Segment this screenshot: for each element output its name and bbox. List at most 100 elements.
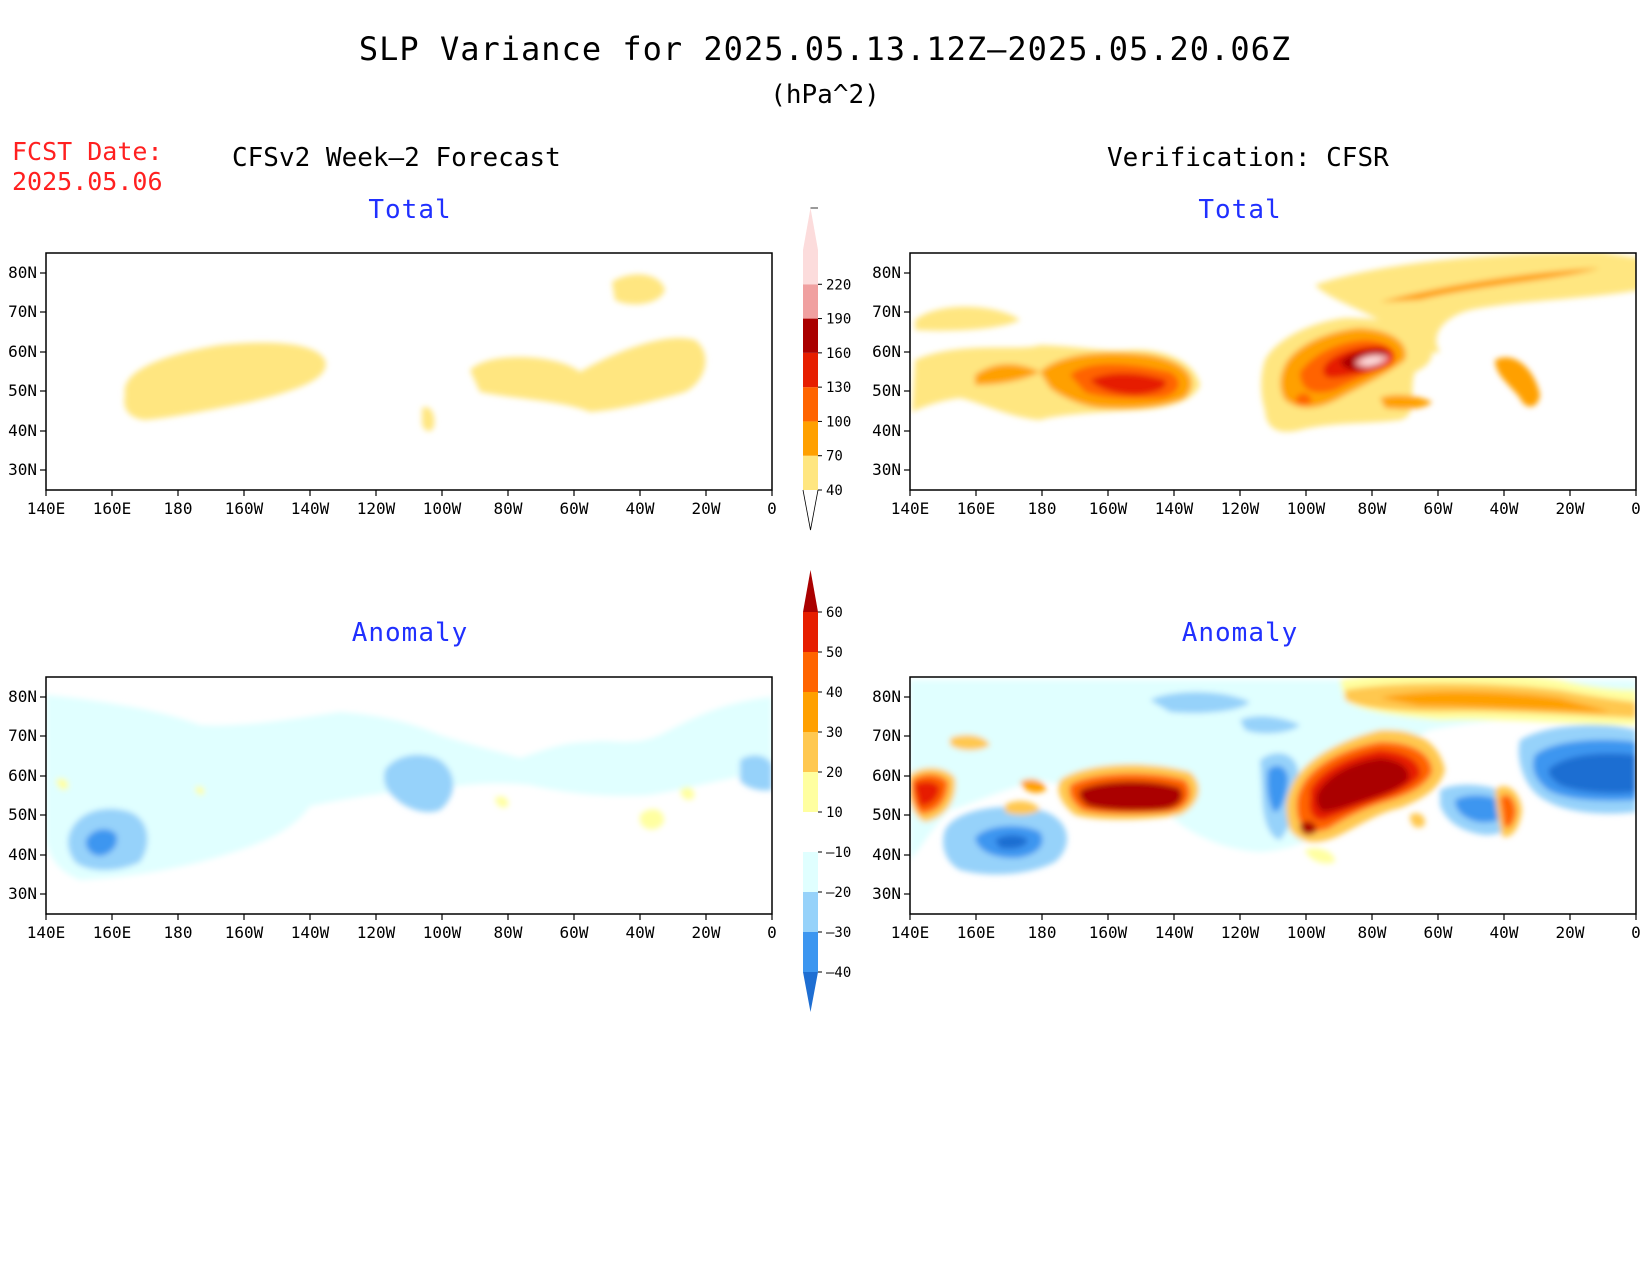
anomaly-colorbar: 60 50 40 30 20 10 –10 –20 –30 –40: [803, 570, 851, 1012]
total-colorbar-label: 100: [826, 414, 851, 430]
verification-anomaly-shading: [910, 677, 1636, 875]
total-colorbar-label: 220: [826, 277, 851, 293]
lon-label: 140W: [291, 923, 330, 942]
lon-label: 60W: [1424, 923, 1453, 942]
lon-label: 120W: [1221, 923, 1260, 942]
lon-label: 160E: [957, 923, 996, 942]
lat-label: 80N: [872, 687, 901, 706]
lon-label: 100W: [423, 499, 462, 518]
lon-label: 0: [767, 923, 777, 942]
lat-label: 80N: [8, 687, 37, 706]
lat-label: 30N: [8, 884, 37, 903]
lat-label: 50N: [872, 805, 901, 824]
anomaly-colorbar-swatch: [803, 732, 818, 772]
lon-label: 80W: [494, 499, 523, 518]
forecast-anomaly-title: Anomaly: [351, 618, 469, 648]
lat-label: 60N: [8, 342, 37, 361]
lon-label: 60W: [1424, 499, 1453, 518]
lon-label: 100W: [423, 923, 462, 942]
lat-label: 30N: [872, 884, 901, 903]
forecast-anomaly-map: [45, 676, 773, 915]
forecast-total-title: Total: [368, 195, 452, 225]
total-colorbar-label: 190: [826, 312, 851, 328]
lon-label: 0: [1631, 923, 1641, 942]
total-colorbar-label: 40: [826, 483, 843, 499]
lon-label: 80W: [1358, 923, 1387, 942]
anomaly-colorbar-label: 60: [826, 605, 843, 621]
forecast-total-shading: [124, 274, 706, 432]
anomaly-colorbar-swatch: [803, 892, 818, 932]
lat-label: 70N: [8, 726, 37, 745]
verification-total-frame: [909, 252, 1637, 491]
anomaly-colorbar-label: 20: [826, 765, 843, 781]
lon-label: 120W: [357, 923, 396, 942]
lon-label: 80W: [494, 923, 523, 942]
lat-label: 70N: [8, 302, 37, 321]
forecast-column-header: CFSv2 Week–2 Forecast: [232, 143, 561, 173]
lat-label: 30N: [8, 460, 37, 479]
lat-label: 40N: [8, 421, 37, 440]
lon-label: 140W: [1155, 499, 1194, 518]
total-colorbar-swatch: [803, 352, 818, 388]
verification-total-title: Total: [1198, 195, 1282, 225]
lon-label: 60W: [560, 499, 589, 518]
lon-label: 120W: [357, 499, 396, 518]
lat-label: 50N: [872, 381, 901, 400]
lat-label: 60N: [8, 766, 37, 785]
anomaly-colorbar-label: –10: [826, 845, 851, 861]
lon-label: 40W: [1490, 499, 1519, 518]
lon-label: 140W: [291, 499, 330, 518]
lon-label: 100W: [1287, 499, 1326, 518]
lat-label: 60N: [872, 342, 901, 361]
anomaly-colorbar-label: –20: [826, 885, 851, 901]
total-colorbar-bottom-cap: [802, 489, 819, 531]
anomaly-colorbar-swatch: [803, 652, 818, 692]
total-colorbar-swatch: [803, 250, 818, 285]
lat-label: 60N: [872, 766, 901, 785]
lon-label: 40W: [626, 923, 655, 942]
anomaly-colorbar-swatch: [803, 932, 818, 972]
lon-label: 140W: [1155, 923, 1194, 942]
lon-label: 160W: [225, 923, 264, 942]
lat-label: 70N: [872, 302, 901, 321]
forecast-total-map: [45, 252, 773, 491]
anomaly-colorbar-label: 40: [826, 685, 843, 701]
verification-column-header: Verification: CFSR: [1107, 143, 1389, 173]
lon-label: 160E: [93, 923, 132, 942]
fcst-date-value: 2025.05.06: [12, 167, 163, 196]
anomaly-colorbar-swatch: [803, 772, 818, 812]
lon-label: 0: [767, 499, 777, 518]
lon-label: 180: [164, 923, 193, 942]
lat-label: 80N: [872, 263, 901, 282]
lat-label: 80N: [8, 263, 37, 282]
lon-label: 100W: [1287, 923, 1326, 942]
lon-label: 180: [164, 499, 193, 518]
main-title: SLP Variance for 2025.05.13.12Z–2025.05.…: [358, 30, 1292, 68]
anomaly-colorbar-label: –40: [826, 965, 851, 981]
anomaly-colorbar-top-cap: [803, 570, 818, 612]
lat-label: 50N: [8, 805, 37, 824]
anomaly-colorbar-label: 10: [826, 805, 843, 821]
total-colorbar-swatch: [803, 284, 818, 319]
total-colorbar-top-cap: [803, 208, 818, 250]
lon-label: 140E: [27, 923, 66, 942]
lon-label: 140E: [891, 499, 930, 518]
lon-label: 160E: [93, 499, 132, 518]
anomaly-colorbar-label: 50: [826, 645, 843, 661]
lon-label: 160W: [1089, 923, 1128, 942]
lon-label: 140E: [27, 499, 66, 518]
lon-label: 20W: [1556, 499, 1585, 518]
anomaly-colorbar-swatch: [803, 612, 818, 652]
lon-label: 80W: [1358, 499, 1387, 518]
anomaly-colorbar-bottom-cap: [803, 972, 818, 1012]
anomaly-colorbar-swatch: [803, 692, 818, 732]
lat-label: 30N: [872, 460, 901, 479]
verification-anomaly-title: Anomaly: [1181, 618, 1299, 648]
total-colorbar-label: 160: [826, 346, 851, 362]
lon-label: 0: [1631, 499, 1641, 518]
lon-label: 160W: [1089, 499, 1128, 518]
total-colorbar-swatch: [803, 455, 818, 490]
lat-label: 50N: [8, 381, 37, 400]
total-colorbar-label: 130: [826, 380, 851, 396]
